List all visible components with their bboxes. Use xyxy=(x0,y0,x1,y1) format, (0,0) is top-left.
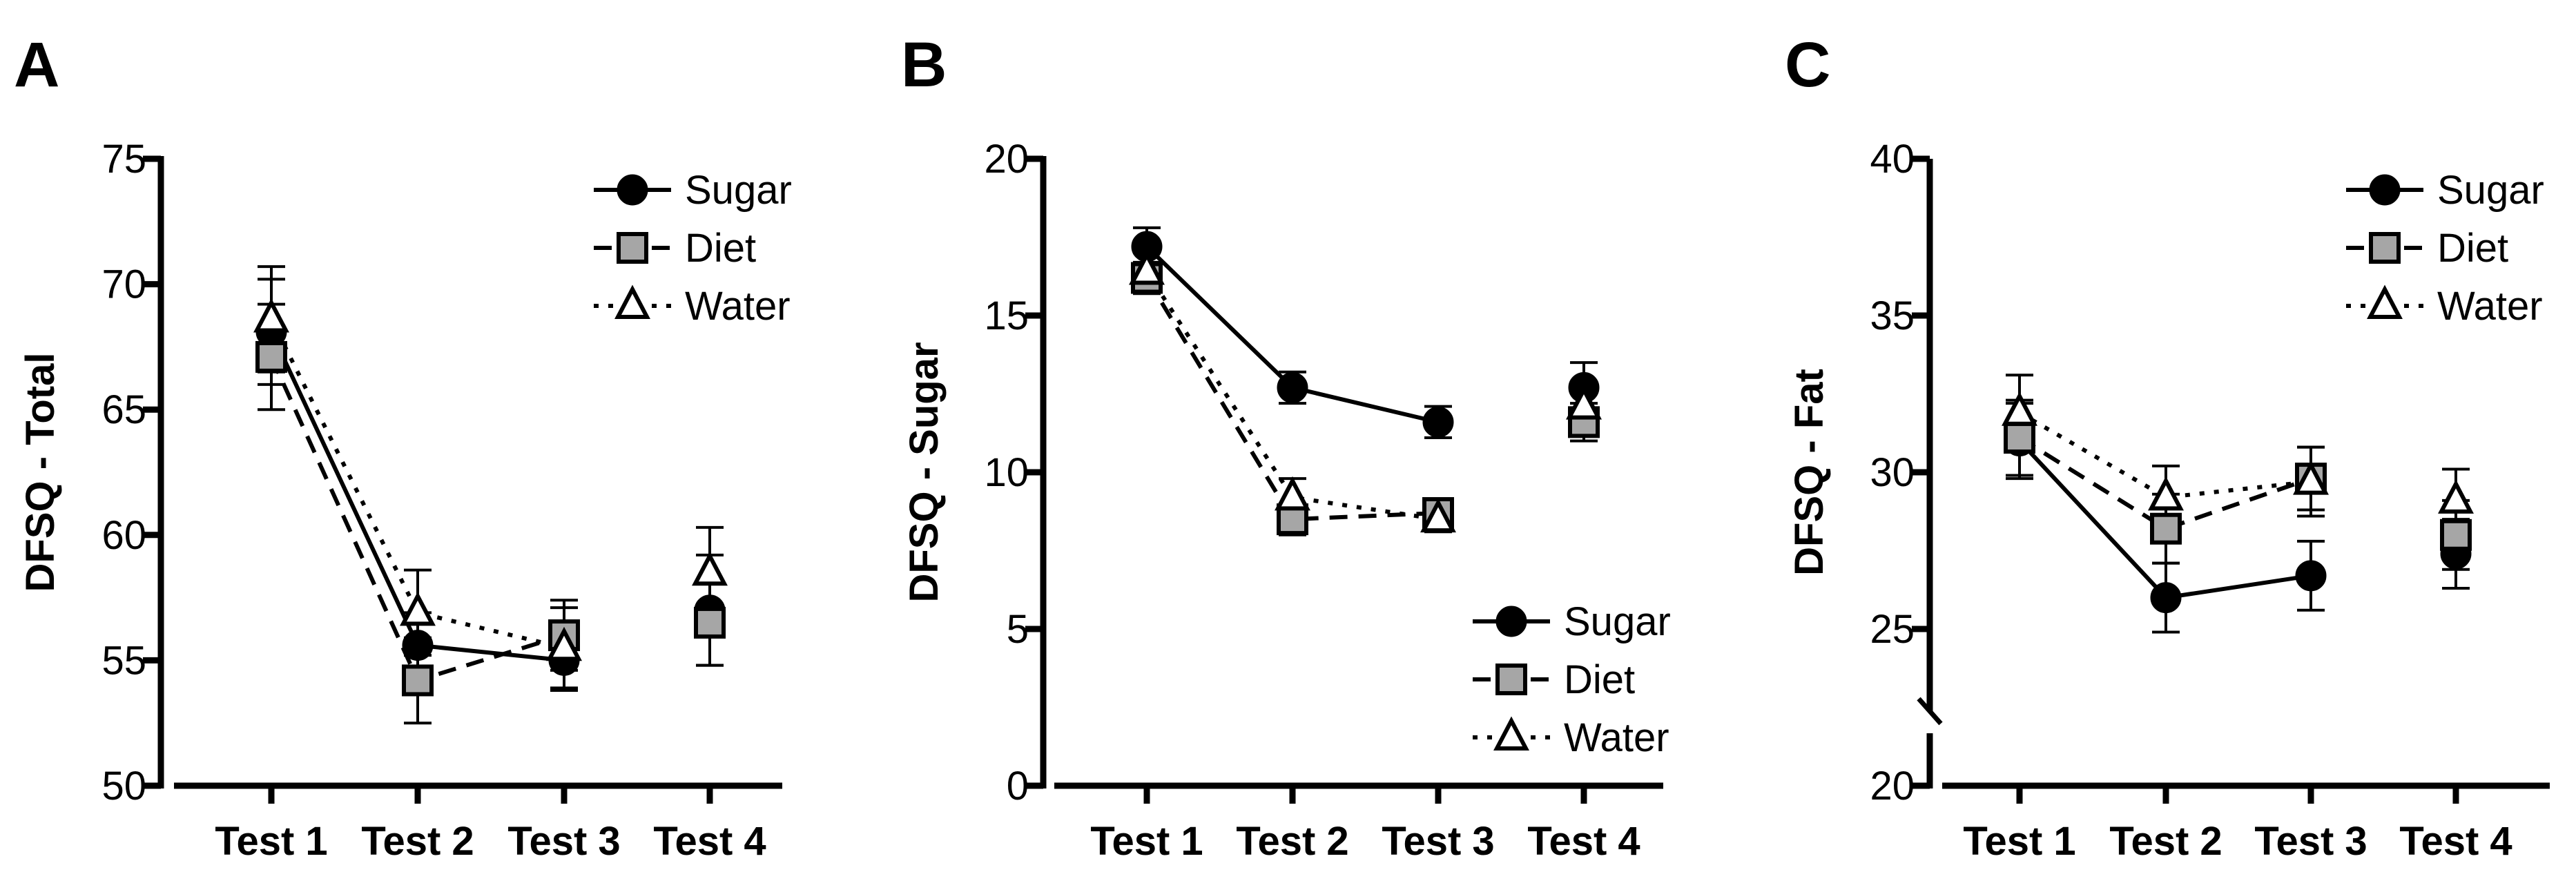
y-tick-label-c: 20 xyxy=(1870,764,1915,809)
y-tick-label-b: 5 xyxy=(1007,607,1029,652)
x-tick-label-c: Test 3 xyxy=(2254,819,2367,864)
x-tick-label-c: Test 4 xyxy=(2399,819,2512,864)
y-axis-label-c: DFSQ - Fat xyxy=(1787,369,1832,576)
y-axis-label-b: DFSQ - Sugar xyxy=(902,342,947,602)
data-point-diet-c xyxy=(2004,422,2035,454)
panel-letter-a: A xyxy=(14,30,59,100)
y-tick-label-a: 65 xyxy=(101,387,146,432)
legend-marker-water-a xyxy=(614,284,650,319)
data-point-water-c xyxy=(2002,391,2037,426)
x-tick-label-b: Test 2 xyxy=(1236,819,1348,864)
panel-a: A 50 55 60 65 70 75 Test 1 Test 2 Test 3 Test 4 DF… xyxy=(14,30,792,864)
x-tick-label-b: Test 4 xyxy=(1527,819,1640,864)
legend-label-sugar-c: Sugar xyxy=(2437,168,2544,213)
data-point-sugar-b xyxy=(1277,371,1308,403)
y-tick-label-a: 70 xyxy=(101,262,146,307)
x-tick-label-c: Test 1 xyxy=(1963,819,2075,864)
data-point-water-a xyxy=(400,591,436,626)
x-tick-label-b: Test 1 xyxy=(1090,819,1203,864)
legend-label-water-c: Water xyxy=(2437,284,2543,329)
data-point-water-b xyxy=(1129,250,1165,285)
data-point-water-b xyxy=(1420,498,1456,533)
series-line-diet-c xyxy=(2018,436,2312,532)
axis-break-mark-c xyxy=(1917,697,1943,726)
panel-c: C 20 25 30 35 40 Test 1 Test 2 Test 3 Test 4 DFSQ… xyxy=(1785,30,2550,864)
y-tick-label-b: 10 xyxy=(984,450,1029,495)
legend-marker-sugar-c xyxy=(2369,174,2401,206)
panel-letter-b: B xyxy=(901,30,947,100)
data-point-sugar-b xyxy=(1422,406,1454,438)
y-tick-label-b: 20 xyxy=(984,137,1029,182)
data-point-water-c xyxy=(2293,461,2329,495)
legend-marker-diet-a xyxy=(617,232,648,264)
y-tick-label-b: 0 xyxy=(1007,764,1029,809)
legend-label-water-b: Water xyxy=(1564,715,1669,760)
legend-label-diet-b: Diet xyxy=(1564,657,1635,702)
legend-marker-diet-c xyxy=(2369,232,2401,264)
x-tick-label-b: Test 3 xyxy=(1382,819,1494,864)
legend-label-diet-a: Diet xyxy=(685,226,756,271)
panel-b: B 0 5 10 15 20 Test 1 Test 2 Test 3 Test 4 DFSQ -… xyxy=(901,30,1671,864)
y-tick-label-c: 35 xyxy=(1870,293,1915,338)
legend-label-sugar-a: Sugar xyxy=(685,168,792,213)
legend-marker-sugar-a xyxy=(617,174,648,206)
data-point-water-c xyxy=(2438,479,2474,514)
data-point-water-a xyxy=(692,551,728,586)
data-point-diet-a xyxy=(255,340,287,373)
data-point-diet-c xyxy=(2150,512,2182,545)
y-tick-label-a: 60 xyxy=(101,513,146,558)
legend-marker-sugar-b xyxy=(1495,606,1527,637)
y-tick-label-b: 15 xyxy=(984,293,1029,338)
panel-letter-c: C xyxy=(1785,30,1830,100)
data-point-diet-a xyxy=(694,606,726,639)
y-tick-label-c: 40 xyxy=(1870,137,1915,182)
x-tick-label-c: Test 2 xyxy=(2109,819,2222,864)
x-tick-label-a: Test 1 xyxy=(215,819,327,864)
x-tick-label-a: Test 4 xyxy=(653,819,766,864)
legend-label-water-a: Water xyxy=(685,284,791,329)
legend-marker-water-b xyxy=(1493,716,1529,751)
legend-marker-water-c xyxy=(2367,284,2403,319)
data-point-water-c xyxy=(2148,476,2184,511)
y-tick-label-c: 30 xyxy=(1870,450,1915,495)
data-point-sugar-c xyxy=(2295,560,2327,592)
legend-label-sugar-b: Sugar xyxy=(1564,599,1671,644)
data-point-water-b xyxy=(1566,385,1602,420)
data-point-diet-c xyxy=(2440,519,2472,551)
y-axis-label-a: DFSQ - Total xyxy=(18,353,63,592)
data-point-water-b xyxy=(1275,476,1310,511)
data-point-water-a xyxy=(546,626,582,661)
y-tick-label-a: 50 xyxy=(101,764,146,809)
legend-label-diet-c: Diet xyxy=(2437,226,2508,271)
x-tick-label-a: Test 2 xyxy=(361,819,474,864)
data-point-water-a xyxy=(253,298,289,333)
y-tick-label-c: 25 xyxy=(1870,607,1915,652)
series-line-water-b xyxy=(1145,270,1439,522)
legend-marker-diet-b xyxy=(1495,664,1527,695)
data-point-diet-a xyxy=(402,664,434,697)
y-tick-label-a: 75 xyxy=(101,137,146,182)
data-point-sugar-c xyxy=(2150,582,2182,614)
series-line-diet-b xyxy=(1145,276,1439,522)
y-tick-label-a: 55 xyxy=(101,638,146,683)
x-tick-label-a: Test 3 xyxy=(507,819,620,864)
data-point-sugar-a xyxy=(402,630,434,661)
